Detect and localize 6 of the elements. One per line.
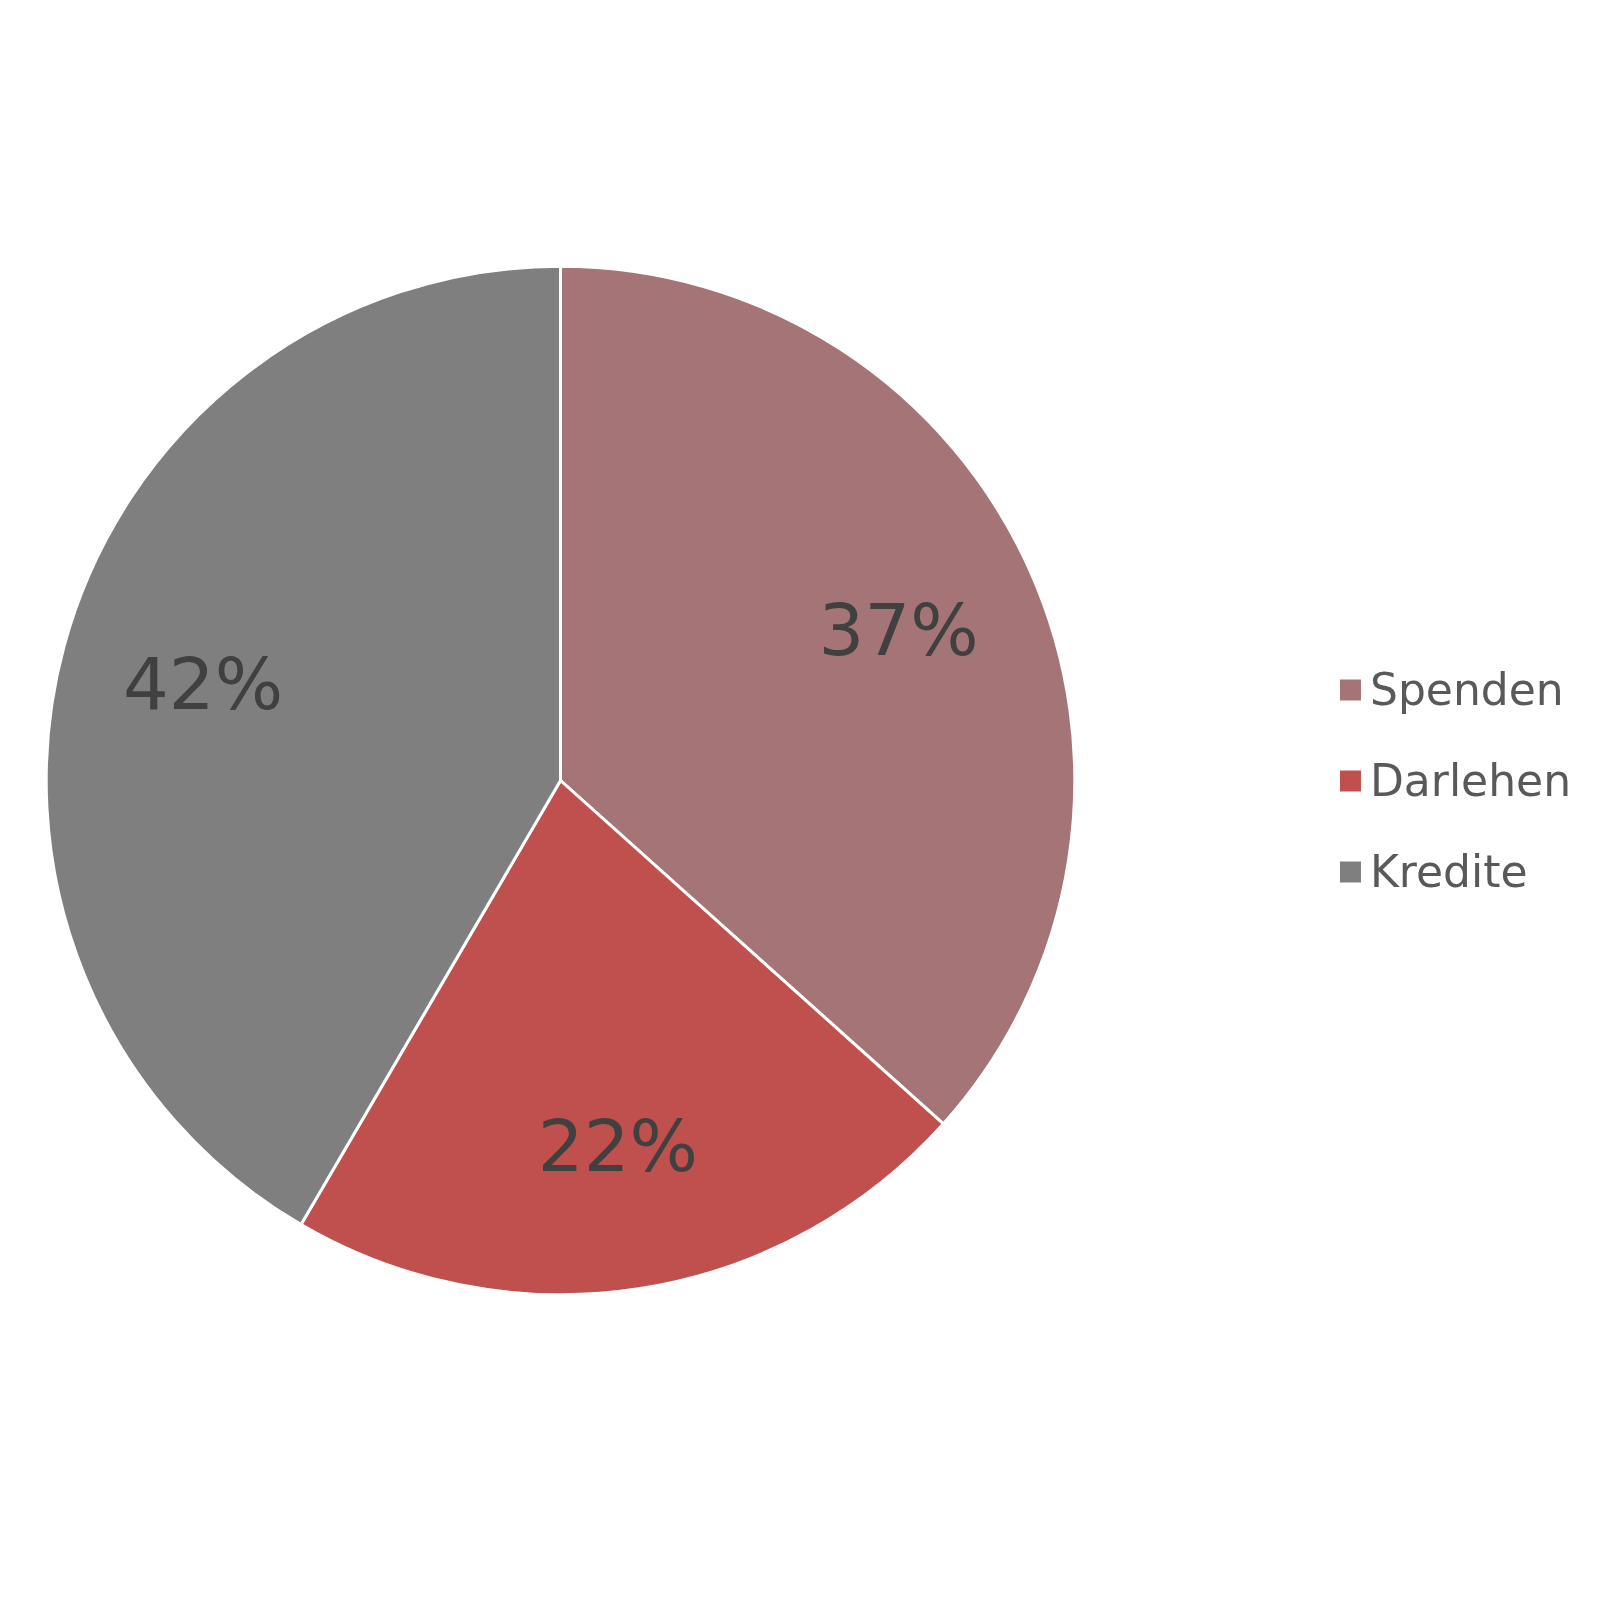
data-label: 37% [818,587,979,672]
legend-label: Spenden [1369,663,1564,715]
data-label: 22% [537,1104,698,1189]
data-label: 42% [123,641,284,726]
legend-label: Kredite [1369,845,1528,897]
legend-label: Darlehen [1369,754,1572,806]
